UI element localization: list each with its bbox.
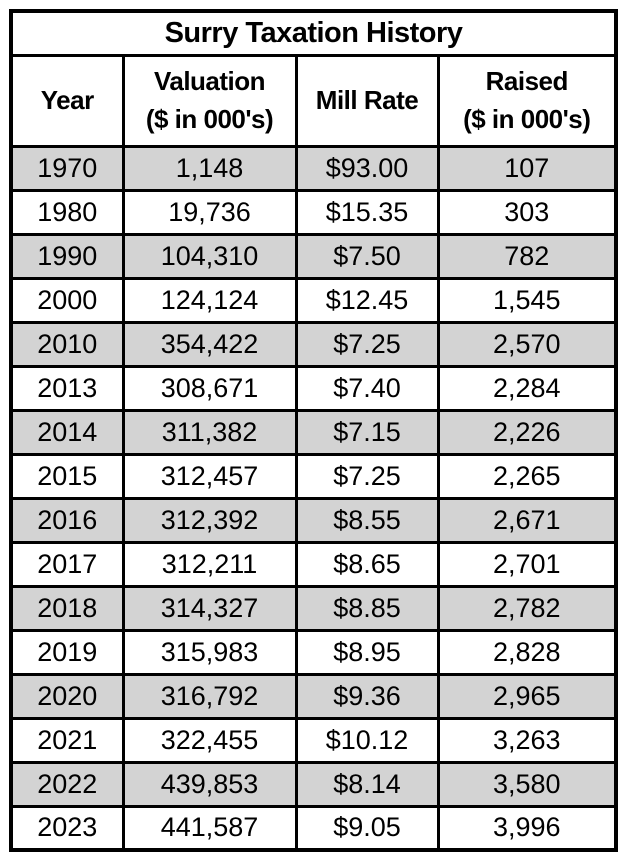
table-cell: 2020 bbox=[9, 672, 125, 720]
table-cell: $7.50 bbox=[294, 232, 440, 280]
table-row: 2013 308,671 $7.40 2,284 bbox=[9, 364, 618, 412]
table-cell: $8.14 bbox=[294, 760, 440, 808]
table-row: 2015 312,457 $7.25 2,265 bbox=[9, 452, 618, 500]
table-cell: 782 bbox=[436, 232, 618, 280]
table-cell: 107 bbox=[436, 144, 618, 192]
table-cell: $8.55 bbox=[294, 496, 440, 544]
table-cell: 2,284 bbox=[436, 364, 618, 412]
column-header-label: Year bbox=[40, 84, 94, 115]
table-row: 1990 104,310 $7.50 782 bbox=[9, 232, 618, 280]
table-cell: 2021 bbox=[9, 716, 125, 764]
table-cell: 2,782 bbox=[436, 584, 618, 632]
table-cell: 2016 bbox=[9, 496, 125, 544]
table-cell: 2,226 bbox=[436, 408, 618, 456]
table-cell: 2022 bbox=[9, 760, 125, 808]
table-cell: 1,148 bbox=[121, 144, 298, 192]
table-cell: 2010 bbox=[9, 320, 125, 368]
title-row: Surry Taxation History bbox=[9, 9, 618, 57]
column-header-mill-rate: Mill Rate bbox=[294, 53, 440, 148]
table-row: 2014 311,382 $7.15 2,226 bbox=[9, 408, 618, 456]
table-cell: 312,457 bbox=[121, 452, 298, 500]
table-row: 1970 1,148 $93.00 107 bbox=[9, 144, 618, 192]
column-header-label: Raised bbox=[485, 65, 569, 96]
table-cell: 315,983 bbox=[121, 628, 298, 676]
table-cell: 2019 bbox=[9, 628, 125, 676]
table-cell: $12.45 bbox=[294, 276, 440, 324]
table-cell: 2,265 bbox=[436, 452, 618, 500]
table-cell: $9.05 bbox=[294, 804, 440, 852]
table-cell: 3,996 bbox=[436, 804, 618, 852]
table-cell: 314,327 bbox=[121, 584, 298, 632]
table-cell: 3,263 bbox=[436, 716, 618, 764]
table-cell: $10.12 bbox=[294, 716, 440, 764]
header-row: Year Valuation ($ in 000's) Mill Rate Ra… bbox=[9, 53, 618, 148]
table-cell: 19,736 bbox=[121, 188, 298, 236]
table-title: Surry Taxation History bbox=[9, 9, 618, 57]
table-cell: 2023 bbox=[9, 804, 125, 852]
column-header-label: Valuation bbox=[153, 65, 266, 96]
taxation-history-table: Surry Taxation History Year Valuation ($… bbox=[9, 9, 619, 852]
table-cell: 2000 bbox=[9, 276, 125, 324]
table-cell: 2013 bbox=[9, 364, 125, 412]
table-cell: 322,455 bbox=[121, 716, 298, 764]
table-cell: $7.15 bbox=[294, 408, 440, 456]
table-cell: 312,211 bbox=[121, 540, 298, 588]
table-cell: 308,671 bbox=[121, 364, 298, 412]
table-cell: 2,570 bbox=[436, 320, 618, 368]
column-header-raised: Raised ($ in 000's) bbox=[436, 53, 618, 148]
table-cell: $15.35 bbox=[294, 188, 440, 236]
table-cell: 311,382 bbox=[121, 408, 298, 456]
table-cell: 2,965 bbox=[436, 672, 618, 720]
table-cell: $8.65 bbox=[294, 540, 440, 588]
column-header-year: Year bbox=[9, 53, 125, 148]
table-row: 2018 314,327 $8.85 2,782 bbox=[9, 584, 618, 632]
table-cell: 439,853 bbox=[121, 760, 298, 808]
table-cell: 2,671 bbox=[436, 496, 618, 544]
table-cell: 2014 bbox=[9, 408, 125, 456]
table-cell: 1980 bbox=[9, 188, 125, 236]
table-cell: 2,828 bbox=[436, 628, 618, 676]
table-cell: $8.95 bbox=[294, 628, 440, 676]
table-cell: 2017 bbox=[9, 540, 125, 588]
table-cell: 2,701 bbox=[436, 540, 618, 588]
table-cell: 124,124 bbox=[121, 276, 298, 324]
table-row: 2017 312,211 $8.65 2,701 bbox=[9, 540, 618, 588]
table-cell: $7.25 bbox=[294, 452, 440, 500]
table-cell: 104,310 bbox=[121, 232, 298, 280]
table-cell: 2018 bbox=[9, 584, 125, 632]
table-row: 1980 19,736 $15.35 303 bbox=[9, 188, 618, 236]
table-cell: 1970 bbox=[9, 144, 125, 192]
table-cell: 3,580 bbox=[436, 760, 618, 808]
column-header-valuation: Valuation ($ in 000's) bbox=[121, 53, 298, 148]
column-header-sublabel: ($ in 000's) bbox=[145, 103, 274, 134]
column-header-sublabel: ($ in 000's) bbox=[463, 103, 591, 134]
table-row: 2016 312,392 $8.55 2,671 bbox=[9, 496, 618, 544]
table-cell: 1,545 bbox=[436, 276, 618, 324]
table-row: 2023 441,587 $9.05 3,996 bbox=[9, 804, 618, 852]
table-cell: $8.85 bbox=[294, 584, 440, 632]
table-row: 2019 315,983 $8.95 2,828 bbox=[9, 628, 618, 676]
column-header-label: Mill Rate bbox=[315, 84, 419, 115]
table-cell: 441,587 bbox=[121, 804, 298, 852]
table-row: 2000 124,124 $12.45 1,545 bbox=[9, 276, 618, 324]
table-row: 2010 354,422 $7.25 2,570 bbox=[9, 320, 618, 368]
table-cell: 2015 bbox=[9, 452, 125, 500]
table-cell: $9.36 bbox=[294, 672, 440, 720]
table-cell: 303 bbox=[436, 188, 618, 236]
table-row: 2020 316,792 $9.36 2,965 bbox=[9, 672, 618, 720]
table-cell: 1990 bbox=[9, 232, 125, 280]
table-row: 2022 439,853 $8.14 3,580 bbox=[9, 760, 618, 808]
table-cell: 316,792 bbox=[121, 672, 298, 720]
table-cell: $7.25 bbox=[294, 320, 440, 368]
table-cell: 312,392 bbox=[121, 496, 298, 544]
table-row: 2021 322,455 $10.12 3,263 bbox=[9, 716, 618, 764]
table-cell: 354,422 bbox=[121, 320, 298, 368]
table-cell: $7.40 bbox=[294, 364, 440, 412]
table-body: 1970 1,148 $93.00 107 1980 19,736 $15.35 303 199… bbox=[9, 144, 618, 852]
table-cell: $93.00 bbox=[294, 144, 440, 192]
